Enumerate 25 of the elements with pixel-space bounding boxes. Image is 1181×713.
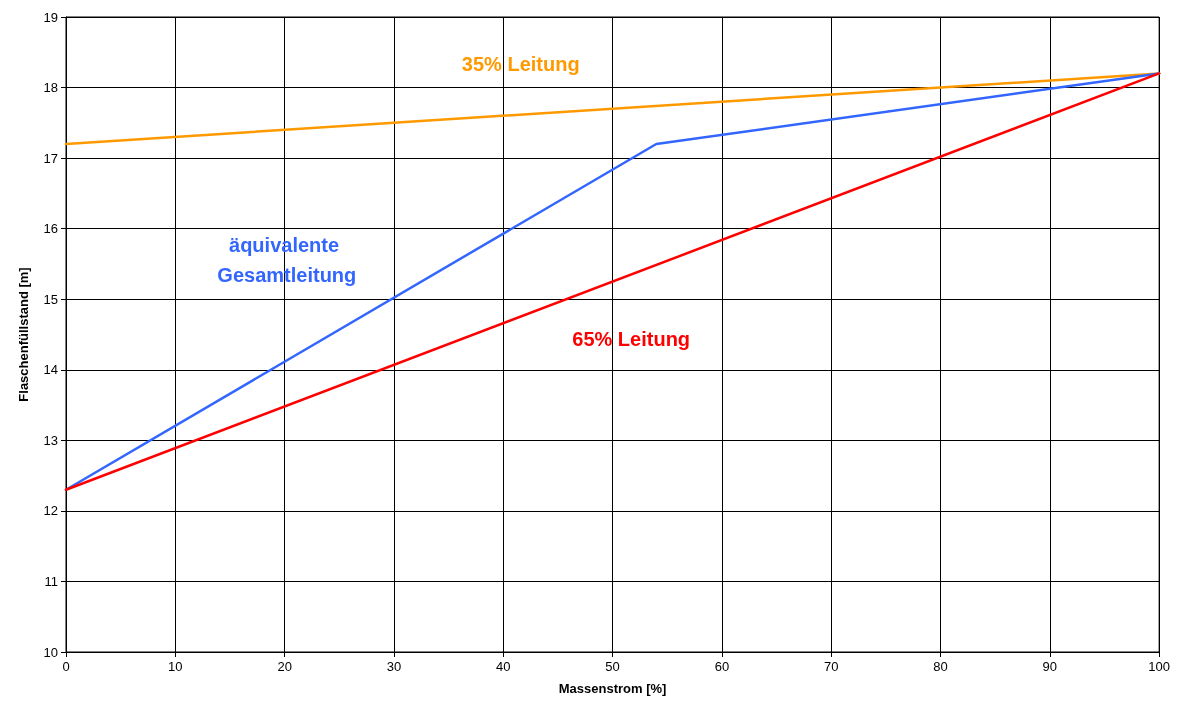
series-label: 35% Leitung: [461, 52, 580, 75]
y-tick-label: 12: [43, 503, 58, 519]
y-tick-label: 18: [43, 80, 58, 96]
x-tick-label: 50: [605, 659, 620, 674]
x-tick-label: 20: [277, 659, 292, 674]
x-tick-label: 60: [714, 659, 730, 674]
y-tick-label: 19: [43, 9, 58, 25]
y-tick-label: 16: [43, 221, 58, 237]
x-axis-title: Massenstrom [%]: [558, 681, 667, 696]
x-tick-label: 10: [168, 659, 183, 674]
x-tick-label: 30: [386, 659, 402, 674]
y-tick-label: 10: [43, 644, 58, 660]
x-tick-label: 80: [933, 659, 948, 674]
y-tick-label: 11: [44, 573, 58, 589]
x-tick-label: 100: [1148, 659, 1171, 674]
x-tick-label: 90: [1042, 659, 1058, 674]
y-axis-title: Flaschenfüllstand [m]: [16, 267, 31, 402]
y-tick-label: 14: [43, 362, 58, 378]
y-tick-label: 17: [43, 150, 58, 166]
series-label: 65% Leitung: [572, 327, 691, 350]
x-tick-label: 40: [496, 659, 511, 674]
y-tick-label: 13: [43, 432, 58, 448]
x-tick-label: 70: [823, 659, 839, 674]
y-tick-label: 15: [43, 291, 58, 307]
x-tick-label: 0: [62, 659, 70, 674]
